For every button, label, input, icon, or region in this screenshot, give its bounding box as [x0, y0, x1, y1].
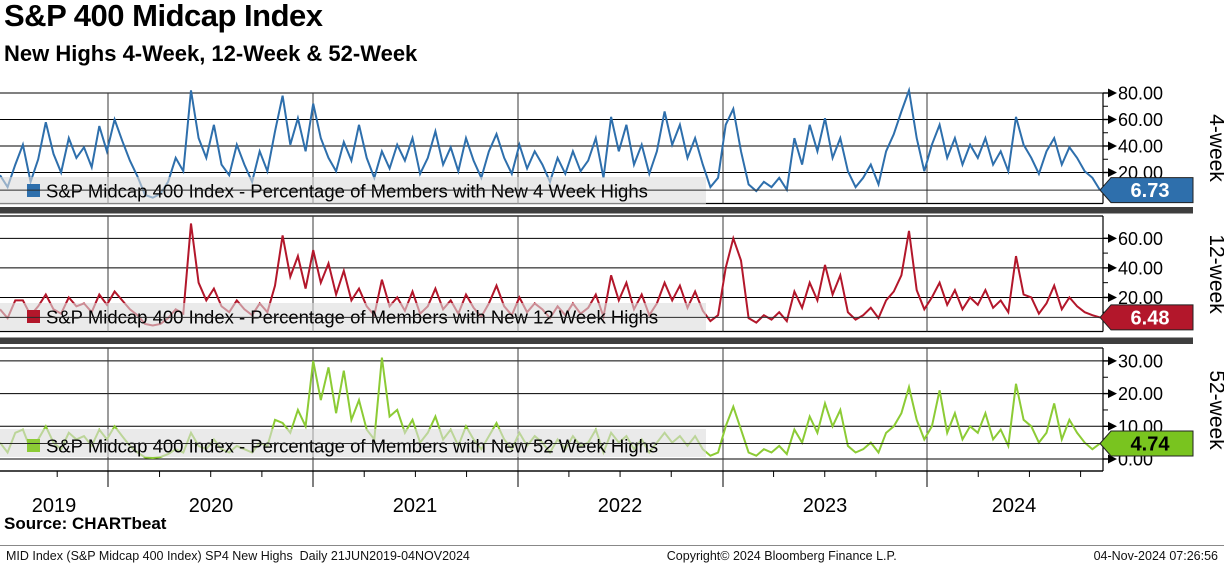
y-tick-label: 60.00	[1118, 110, 1163, 130]
panel-axis-title: 12-week	[1205, 234, 1224, 314]
last-value-tag	[1099, 177, 1194, 204]
panel-axis-title: 4-week	[1205, 114, 1224, 182]
x-year-label: 2022	[598, 495, 643, 517]
last-value-tag	[1099, 430, 1194, 457]
y-tick-arrow	[1108, 454, 1117, 464]
y-tick-arrow	[1108, 292, 1117, 302]
y-tick-arrow	[1108, 389, 1117, 399]
y-tick-arrow	[1108, 88, 1117, 98]
y-tick-arrow	[1108, 263, 1117, 273]
legend-band	[0, 429, 706, 457]
y-tick-arrow	[1108, 421, 1117, 431]
last-value-tag	[1099, 304, 1194, 331]
y-tick-label: 80.00	[1118, 84, 1163, 104]
footer-center: Copyright© 2024 Bloomberg Finance L.P.	[666, 549, 897, 563]
x-year-label: 2021	[393, 495, 438, 517]
y-tick-arrow	[1108, 168, 1117, 177]
last-value-text: 6.48	[1131, 307, 1170, 329]
y-tick-arrow	[1108, 141, 1117, 151]
last-value-text: 4.74	[1131, 434, 1171, 456]
y-tick-label: 30.00	[1118, 351, 1163, 371]
legend-label: S&P Midcap 400 Index - Percentage of Mem…	[46, 181, 648, 202]
last-value-text: 6.73	[1131, 180, 1170, 202]
footer-divider	[0, 545, 1224, 546]
x-year-label: 2024	[992, 495, 1037, 517]
y-tick-arrow	[1108, 115, 1117, 124]
page-subtitle: New Highs 4-Week, 12-Week & 52-Week	[4, 41, 418, 66]
y-tick-arrow	[1108, 233, 1117, 243]
x-year-label: 2020	[189, 495, 234, 517]
footer-left: MID Index (S&P Midcap 400 Index) SP4 New…	[6, 549, 470, 563]
y-tick-label: 20.00	[1118, 384, 1163, 404]
x-year-label: 2023	[803, 495, 848, 517]
legend-marker	[27, 310, 40, 323]
legend-label: S&P Midcap 400 Index - Percentage of Mem…	[46, 436, 658, 457]
footer-right: 04-Nov-2024 07:26:56	[1093, 549, 1218, 563]
y-tick-label: 40.00	[1118, 137, 1163, 157]
panel-separator	[0, 207, 1193, 214]
y-tick-arrow	[1108, 356, 1117, 366]
footer-bar: MID Index (S&P Midcap 400 Index) SP4 New…	[0, 549, 1224, 563]
panel-axis-title: 52-week	[1205, 370, 1224, 450]
source-label: Source: CHARTbeat	[4, 514, 167, 533]
x-year-label: 2019	[32, 495, 77, 517]
y-tick-label: 40.00	[1118, 258, 1163, 278]
page-title: S&P 400 Midcap Index	[4, 0, 323, 33]
y-tick-label: 60.00	[1118, 229, 1163, 249]
panel-separator	[0, 337, 1193, 344]
y-tick-label: 20.00	[1118, 288, 1163, 308]
legend-marker	[27, 439, 40, 452]
